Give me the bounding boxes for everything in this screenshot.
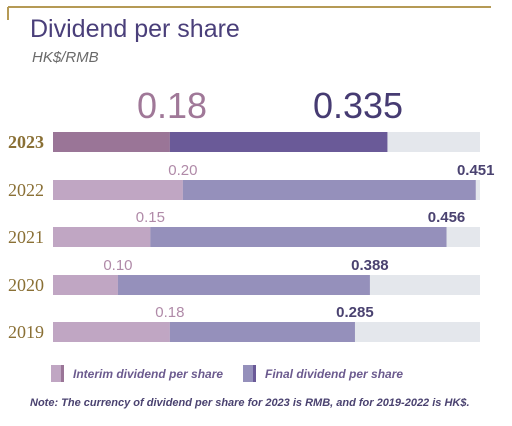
- bar-final-2023: [169, 132, 388, 152]
- bar-final-2022: [182, 180, 476, 200]
- highlight-interim-value: 0.18: [137, 85, 207, 126]
- legend-interim-swatch: [51, 365, 64, 382]
- currency-note: Note: The currency of dividend per share…: [30, 397, 470, 409]
- bar-final-2019: [169, 322, 355, 342]
- final-value-label-2019: 0.285: [336, 304, 374, 321]
- highlight-final-value: 0.335: [313, 85, 403, 126]
- year-label-2022: 2022: [8, 180, 44, 200]
- legend-interim-label: Interim dividend per share: [73, 367, 223, 381]
- year-label-2021: 2021: [8, 227, 44, 247]
- final-value-label-2020: 0.388: [351, 257, 389, 274]
- final-value-label-2022: 0.451: [457, 162, 495, 179]
- chart-title: Dividend per share: [30, 15, 240, 43]
- interim-value-label-2019: 0.18: [155, 304, 184, 321]
- year-label-2020: 2020: [8, 275, 44, 295]
- legend-final-swatch-accent: [253, 365, 256, 382]
- year-label-2023: 2023: [8, 132, 44, 152]
- legend-final-label: Final dividend per share: [265, 367, 403, 381]
- interim-value-label-2021: 0.15: [136, 209, 165, 226]
- bar-interim-2022: [53, 180, 183, 200]
- legend-final-swatch: [243, 365, 256, 382]
- bar-interim-2023: [53, 132, 170, 152]
- interim-value-label-2022: 0.20: [168, 162, 197, 179]
- bar-final-2020: [117, 275, 370, 295]
- bar-interim-2020: [53, 275, 118, 295]
- final-value-label-2021: 0.456: [428, 209, 466, 226]
- legend-interim-swatch-accent: [61, 365, 64, 382]
- year-label-2019: 2019: [8, 322, 44, 342]
- bar-interim-2021: [53, 227, 151, 247]
- chart-subtitle: HK$/RMB: [32, 49, 99, 66]
- bar-interim-2019: [53, 322, 170, 342]
- bar-final-2021: [150, 227, 447, 247]
- interim-value-label-2020: 0.10: [103, 257, 132, 274]
